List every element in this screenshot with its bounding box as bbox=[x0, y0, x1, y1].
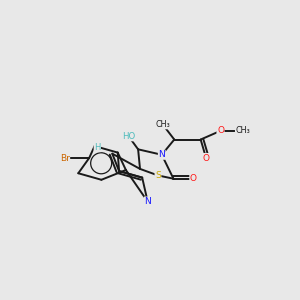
Text: H: H bbox=[94, 142, 101, 152]
Text: O: O bbox=[190, 174, 197, 183]
Text: HO: HO bbox=[122, 132, 135, 141]
Text: Br: Br bbox=[60, 154, 70, 163]
Text: CH₃: CH₃ bbox=[155, 120, 170, 129]
Text: O: O bbox=[217, 126, 224, 135]
Text: CH₃: CH₃ bbox=[236, 126, 250, 135]
Text: N: N bbox=[144, 197, 151, 206]
Text: N: N bbox=[158, 150, 165, 159]
Text: S: S bbox=[155, 171, 161, 180]
Text: O: O bbox=[202, 154, 210, 163]
